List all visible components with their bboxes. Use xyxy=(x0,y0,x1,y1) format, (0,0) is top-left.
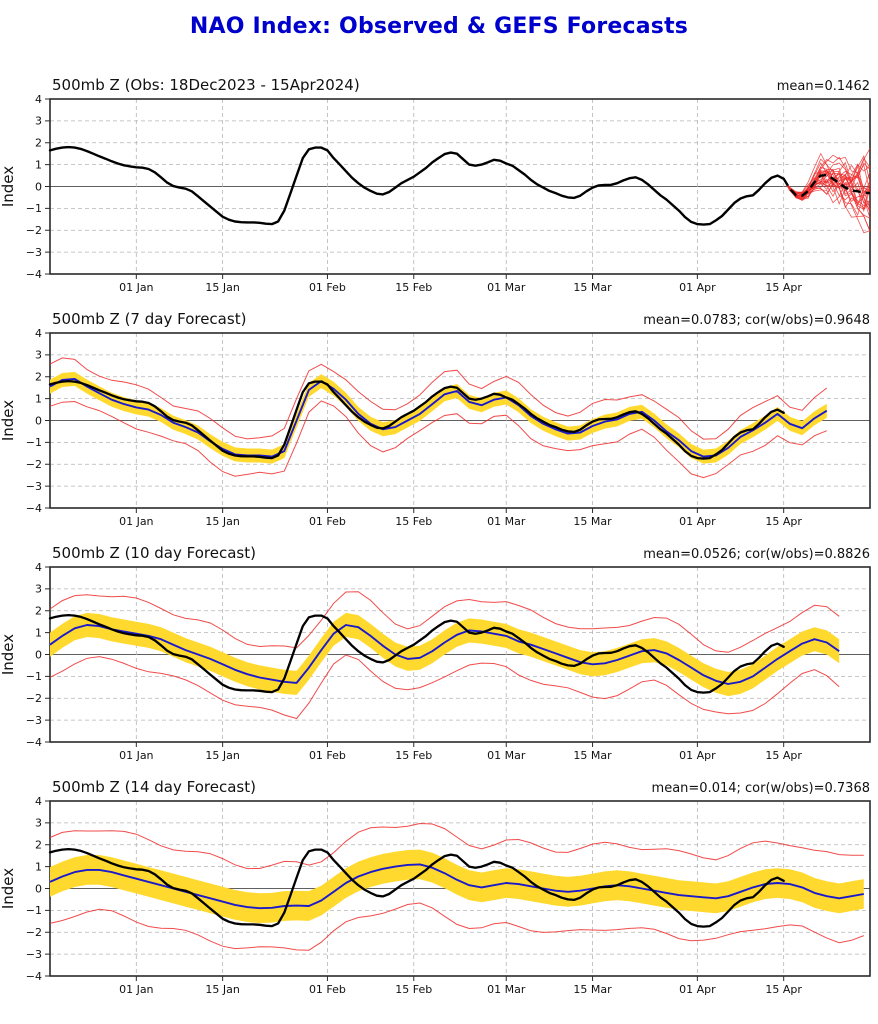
svg-text:15 Apr: 15 Apr xyxy=(765,749,802,762)
panel-title: 500mb Z (10 day Forecast) xyxy=(52,544,256,562)
svg-text:01 Jan: 01 Jan xyxy=(119,515,153,528)
svg-text:01 Jan: 01 Jan xyxy=(119,281,153,294)
svg-text:15 Apr: 15 Apr xyxy=(765,515,802,528)
page-title: NAO Index: Observed & GEFS Forecasts xyxy=(189,14,689,39)
svg-text:15 Jan: 15 Jan xyxy=(205,515,239,528)
svg-text:1: 1 xyxy=(35,860,42,873)
svg-text:01 Mar: 01 Mar xyxy=(487,281,526,294)
panel-stats: mean=0.014; cor(w/obs)=0.7368 xyxy=(651,781,870,796)
chart-forecast-7day: 4 3 2 1 0 −1 −2 −3 −4 01 Jan 15 Jan 01 Feb 15 Feb 01 … xyxy=(0,329,871,528)
svg-text:2: 2 xyxy=(35,605,42,618)
svg-text:−4: −4 xyxy=(26,502,42,515)
svg-text:−3: −3 xyxy=(26,480,42,493)
svg-text:−2: −2 xyxy=(26,224,42,237)
svg-text:3: 3 xyxy=(35,115,42,128)
panel-forecast-7day: 500mb Z (7 day Forecast) mean=0.0783; co… xyxy=(0,309,878,543)
svg-text:15 Apr: 15 Apr xyxy=(765,983,802,996)
svg-text:01 Feb: 01 Feb xyxy=(309,515,346,528)
svg-text:15 Feb: 15 Feb xyxy=(395,515,432,528)
svg-text:−4: −4 xyxy=(26,970,42,983)
svg-text:01 Apr: 01 Apr xyxy=(679,515,716,528)
svg-text:−2: −2 xyxy=(26,926,42,939)
svg-text:−1: −1 xyxy=(26,670,42,683)
svg-text:Index: Index xyxy=(0,634,17,675)
svg-text:4: 4 xyxy=(35,95,42,106)
svg-text:3: 3 xyxy=(35,817,42,830)
svg-text:01 Jan: 01 Jan xyxy=(119,749,153,762)
svg-text:−1: −1 xyxy=(26,904,42,917)
svg-text:1: 1 xyxy=(35,392,42,405)
svg-text:15 Feb: 15 Feb xyxy=(395,749,432,762)
svg-text:0: 0 xyxy=(35,180,42,193)
svg-text:01 Mar: 01 Mar xyxy=(487,515,526,528)
svg-text:01 Jan: 01 Jan xyxy=(119,983,153,996)
svg-text:4: 4 xyxy=(35,329,42,340)
svg-text:1: 1 xyxy=(35,158,42,171)
svg-text:4: 4 xyxy=(35,563,42,574)
panel-observed: 500mb Z (Obs: 18Dec2023 - 15Apr2024) mea… xyxy=(0,75,878,309)
panel-title: 500mb Z (Obs: 18Dec2023 - 15Apr2024) xyxy=(52,76,360,94)
svg-text:01 Feb: 01 Feb xyxy=(309,281,346,294)
svg-text:01 Mar: 01 Mar xyxy=(487,983,526,996)
svg-text:2: 2 xyxy=(35,839,42,852)
svg-text:Index: Index xyxy=(0,166,17,207)
svg-text:0: 0 xyxy=(35,414,42,427)
svg-text:2: 2 xyxy=(35,371,42,384)
chart-observed: 4 3 2 1 0 −1 −2 −3 −4 01 Jan 15 Jan 01 Feb 15 Feb 01 … xyxy=(0,95,871,294)
panel-forecast-10day: 500mb Z (10 day Forecast) mean=0.0526; c… xyxy=(0,543,878,777)
panel-title: 500mb Z (14 day Forecast) xyxy=(52,778,256,796)
svg-text:2: 2 xyxy=(35,137,42,150)
svg-text:−4: −4 xyxy=(26,736,42,749)
svg-text:15 Apr: 15 Apr xyxy=(765,281,802,294)
svg-text:−3: −3 xyxy=(26,246,42,259)
svg-text:1: 1 xyxy=(35,626,42,639)
svg-text:01 Apr: 01 Apr xyxy=(679,749,716,762)
svg-text:−1: −1 xyxy=(26,436,42,449)
svg-text:0: 0 xyxy=(35,882,42,895)
svg-text:−1: −1 xyxy=(26,202,42,215)
svg-text:0: 0 xyxy=(35,648,42,661)
svg-text:01 Apr: 01 Apr xyxy=(679,281,716,294)
panel-forecast-14day: 500mb Z (14 day Forecast) mean=0.014; co… xyxy=(0,777,878,1011)
svg-text:3: 3 xyxy=(35,583,42,596)
svg-text:15 Mar: 15 Mar xyxy=(573,749,612,762)
panel-stats: mean=0.0783; cor(w/obs)=0.9648 xyxy=(643,313,870,328)
chart-forecast-14day: 4 3 2 1 0 −1 −2 −3 −4 01 Jan 15 Jan 01 Feb 15 Feb 01 … xyxy=(0,797,871,996)
panel-title: 500mb Z (7 day Forecast) xyxy=(52,310,247,328)
svg-text:−2: −2 xyxy=(26,458,42,471)
svg-text:15 Feb: 15 Feb xyxy=(395,281,432,294)
chart-forecast-10day: 4 3 2 1 0 −1 −2 −3 −4 01 Jan 15 Jan 01 Feb 15 Feb 01 … xyxy=(0,563,871,762)
svg-text:15 Mar: 15 Mar xyxy=(573,281,612,294)
svg-text:15 Feb: 15 Feb xyxy=(395,983,432,996)
svg-text:15 Mar: 15 Mar xyxy=(573,515,612,528)
svg-text:01 Feb: 01 Feb xyxy=(309,749,346,762)
svg-text:15 Mar: 15 Mar xyxy=(573,983,612,996)
svg-text:3: 3 xyxy=(35,349,42,362)
panel-stats: mean=0.1462 xyxy=(776,79,870,94)
panel-stats: mean=0.0526; cor(w/obs)=0.8826 xyxy=(643,547,870,562)
svg-text:−3: −3 xyxy=(26,714,42,727)
svg-text:−4: −4 xyxy=(26,268,42,281)
svg-text:Index: Index xyxy=(0,400,17,441)
svg-text:01 Apr: 01 Apr xyxy=(679,983,716,996)
svg-text:Index: Index xyxy=(0,868,17,909)
svg-text:01 Feb: 01 Feb xyxy=(309,983,346,996)
svg-text:15 Jan: 15 Jan xyxy=(205,281,239,294)
svg-text:−3: −3 xyxy=(26,948,42,961)
svg-text:15 Jan: 15 Jan xyxy=(205,983,239,996)
svg-text:15 Jan: 15 Jan xyxy=(205,749,239,762)
svg-text:−2: −2 xyxy=(26,692,42,705)
svg-text:01 Mar: 01 Mar xyxy=(487,749,526,762)
svg-text:4: 4 xyxy=(35,797,42,808)
